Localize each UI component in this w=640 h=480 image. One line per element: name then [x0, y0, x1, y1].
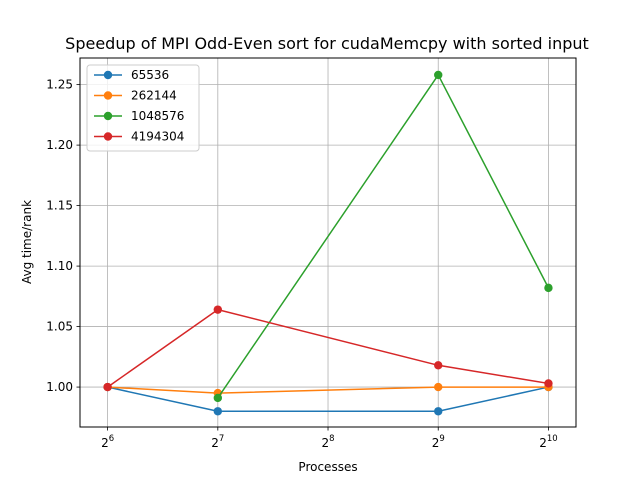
series-1048576 [213, 70, 553, 403]
legend-marker [103, 91, 113, 100]
x-tick-exponent: 9 [439, 434, 444, 444]
legend-entry: 262144 [94, 89, 177, 103]
x-tick-base: 2 [101, 436, 109, 450]
data-point [213, 393, 223, 403]
y-tick-label: 1.00 [46, 380, 73, 394]
data-point [434, 361, 443, 370]
x-tick-label: 28 [321, 434, 334, 450]
x-tick-exponent: 7 [219, 434, 224, 444]
x-axis: 26 27 28 29 210 [101, 427, 558, 450]
y-tick-label: 1.10 [46, 259, 73, 273]
data-point [434, 382, 443, 392]
x-tick-base: 2 [211, 436, 219, 450]
legend-label: 65536 [131, 68, 169, 82]
series-line [107, 308, 549, 388]
series-line [107, 386, 549, 413]
legend-marker [103, 132, 113, 141]
y-tick-label: 1.20 [46, 138, 73, 152]
x-tick-exponent: 6 [109, 434, 114, 444]
x-tick-base: 2 [432, 436, 440, 450]
series-line [107, 386, 549, 394]
legend-label: 4194304 [131, 130, 184, 144]
y-axis: 1.00 1.05 1.10 1.15 1.20 1.25 [46, 78, 80, 394]
y-axis-label: Avg time/rank [20, 200, 34, 284]
x-tick-label: 26 [101, 434, 114, 450]
legend-box [86, 64, 200, 152]
legend-label: 1048576 [131, 109, 184, 123]
x-tick-label: 29 [432, 434, 445, 450]
legend-marker [103, 70, 113, 80]
y-tick-label: 1.15 [46, 199, 73, 213]
data-point [213, 407, 223, 416]
series-line [217, 74, 550, 399]
series-4194304 [103, 305, 553, 392]
x-tick-label: 210 [539, 434, 557, 450]
y-tick-label: 1.05 [46, 320, 73, 334]
x-tick-exponent: 8 [329, 434, 334, 444]
x-tick-label: 27 [211, 434, 224, 450]
chart-title: Speedup of MPI Odd-Even sort for cudaMem… [65, 34, 589, 53]
data-point [434, 407, 443, 416]
x-tick-exponent: 10 [547, 434, 558, 444]
legend: 65536 262144 1048576 4194304 [86, 64, 200, 152]
x-tick-base: 2 [321, 436, 329, 450]
legend-entry: 65536 [94, 68, 169, 82]
legend-entry: 1048576 [94, 109, 184, 123]
data-point [434, 70, 443, 80]
legend-marker [103, 111, 113, 121]
data-point [544, 283, 553, 293]
legend-label: 262144 [131, 89, 177, 103]
x-tick-base: 2 [539, 436, 547, 450]
data-point [103, 382, 112, 392]
series-layer [103, 70, 553, 416]
x-axis-label: Processes [298, 460, 357, 474]
data-point [213, 305, 223, 314]
legend-entry: 4194304 [94, 130, 184, 144]
data-point [544, 379, 553, 388]
y-tick-label: 1.25 [46, 78, 73, 92]
